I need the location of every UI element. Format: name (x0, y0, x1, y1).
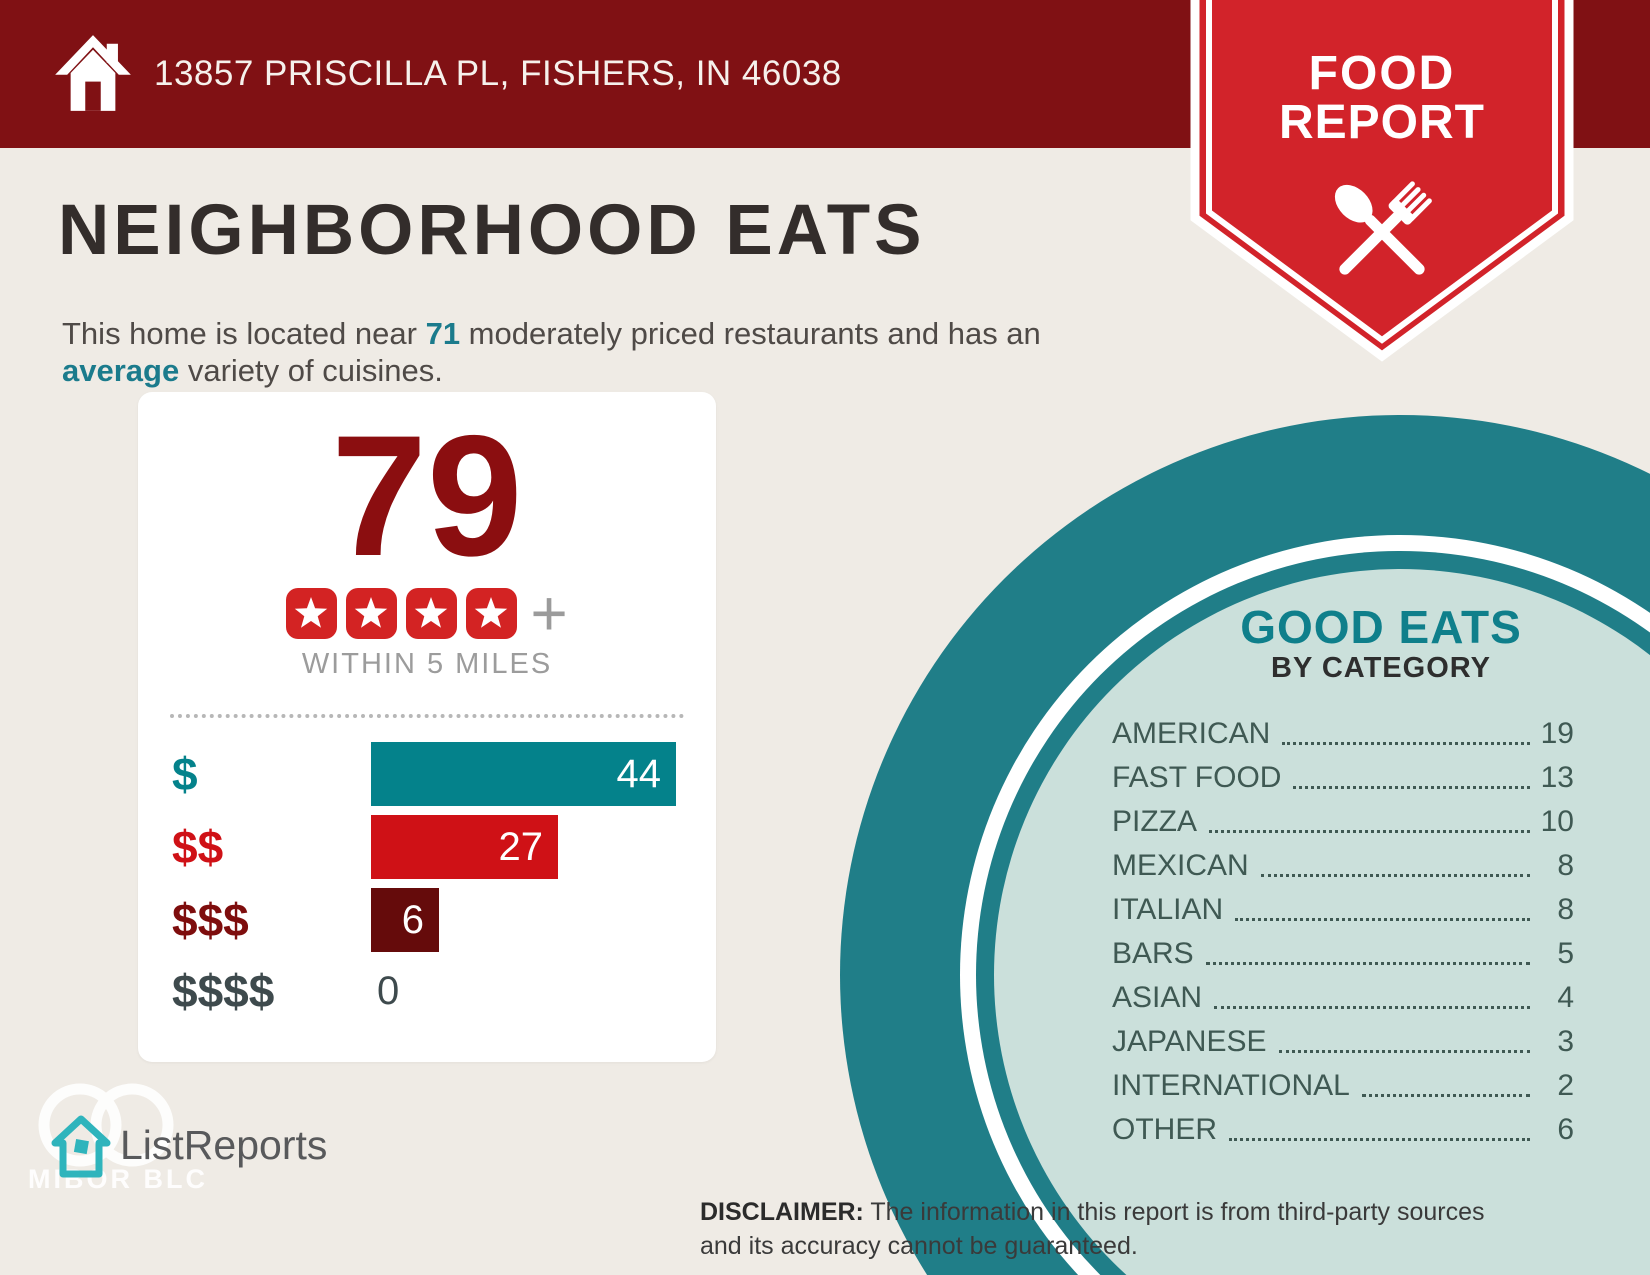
dotted-leader (1205, 961, 1530, 965)
star-rating (286, 588, 518, 639)
dotted-leader (1361, 1093, 1530, 1097)
disclaimer-label: DISCLAIMER: (700, 1198, 864, 1226)
category-label: BARS (1112, 937, 1194, 970)
category-row: JAPANESE 3 (1112, 1020, 1574, 1064)
subtitle-post: variety of cuisines. (179, 353, 443, 388)
category-value: 6 (1557, 1113, 1574, 1146)
category-row: MEXICAN 8 (1112, 844, 1574, 888)
bar-value: 44 (616, 751, 662, 796)
food-report-ribbon: FOOD REPORT (1190, 0, 1574, 362)
restaurant-count: 71 (425, 316, 461, 351)
category-row: AMERICAN 19 (1112, 712, 1574, 756)
radius-label: WITHIN 5 MILES (301, 648, 553, 680)
page-subtitle: This home is located near 71 moderately … (62, 315, 1102, 389)
category-value: 8 (1557, 849, 1574, 882)
listreports-house-icon (51, 1115, 111, 1178)
ribbon-line2: REPORT (1279, 96, 1485, 149)
bar-value: 0 (377, 968, 400, 1013)
category-row: BARS 5 (1112, 932, 1574, 976)
bar-track: 44 (371, 742, 684, 806)
bar-track: 27 (371, 815, 684, 879)
brand-logo-text: ListReports (120, 1122, 328, 1168)
score-card: 79 + WITHIN 5 MILES $ 44 $$ 27 (138, 392, 716, 1062)
dotted-leader (1214, 1005, 1530, 1009)
home-icon (55, 35, 131, 111)
variety-highlight: average (62, 353, 180, 388)
good-eats-subtitle: BY CATEGORY (1271, 652, 1491, 684)
property-address: 13857 PRISCILLA PL, FISHERS, IN 46038 (154, 54, 842, 93)
good-eats-list: AMERICAN 19 FAST FOOD 13 PIZZA 10 MEXICAN 8 … (1112, 712, 1574, 1152)
subtitle-mid: moderately priced restaurants and has an (460, 316, 1041, 351)
price-bar: 6 (371, 888, 439, 952)
subtitle-pre: This home is located near (62, 316, 426, 351)
ribbon-line1: FOOD (1309, 47, 1456, 100)
disclaimer-text: The information in this report is from t… (700, 1198, 1485, 1260)
category-value: 8 (1557, 893, 1574, 926)
restaurant-score: 79 (331, 400, 523, 592)
stars-row: + (138, 577, 716, 649)
dotted-leader (1282, 741, 1530, 745)
category-value: 3 (1557, 1025, 1574, 1058)
category-label: FAST FOOD (1112, 761, 1282, 794)
star-icon (406, 588, 458, 639)
price-label: $$ (172, 821, 224, 873)
category-row: PIZZA 10 (1112, 800, 1574, 844)
dotted-leader (1229, 1137, 1530, 1141)
disclaimer: DISCLAIMER: The information in this repo… (700, 1195, 1512, 1263)
category-label: OTHER (1112, 1113, 1217, 1146)
price-bar: 44 (371, 742, 676, 806)
price-label: $$$ (172, 894, 249, 946)
price-label: $ (172, 748, 198, 800)
category-value: 5 (1557, 937, 1574, 970)
star-icon (346, 588, 398, 639)
spoon-fork-icon (1334, 181, 1432, 275)
watermark-circles-icon (38, 1083, 174, 1167)
dotted-leader (1235, 917, 1530, 921)
category-label: PIZZA (1112, 805, 1198, 838)
dotted-divider (170, 714, 684, 718)
good-eats-title: GOOD EATS (1240, 601, 1522, 653)
price-bar: 27 (371, 815, 558, 879)
category-label: INTERNATIONAL (1112, 1069, 1350, 1102)
category-value: 13 (1540, 761, 1574, 794)
dotted-leader (1260, 873, 1530, 877)
bar-value: 6 (401, 897, 424, 942)
dotted-leader (1278, 1049, 1530, 1053)
category-label: AMERICAN (1112, 717, 1271, 750)
category-label: ITALIAN (1112, 893, 1224, 926)
category-value: 10 (1540, 805, 1574, 838)
bar-track: 6 (371, 888, 684, 952)
price-bar: 0 (371, 961, 684, 1021)
category-row: ITALIAN 8 (1112, 888, 1574, 932)
category-row: INTERNATIONAL 2 (1112, 1064, 1574, 1108)
bar-track: 0 (371, 961, 684, 1021)
plus-sign: + (530, 577, 568, 649)
price-row-3: $$$ 6 (172, 888, 684, 952)
page-title: NEIGHBORHOOD EATS (58, 191, 926, 270)
category-row: ASIAN 4 (1112, 976, 1574, 1020)
star-icon (466, 588, 518, 639)
category-value: 19 (1540, 717, 1574, 750)
price-label: $$$$ (172, 965, 275, 1017)
category-row: FAST FOOD 13 (1112, 756, 1574, 800)
category-value: 4 (1557, 981, 1574, 1014)
category-label: ASIAN (1112, 981, 1203, 1014)
watermark-text: MIBOR BLC (28, 1164, 208, 1194)
price-row-1: $ 44 (172, 742, 684, 806)
category-label: JAPANESE (1112, 1025, 1267, 1058)
price-bar-chart: $ 44 $$ 27 $$$ 6 (172, 742, 684, 1030)
price-row-4: $$$$ 0 (172, 961, 684, 1021)
dotted-leader (1209, 829, 1530, 833)
category-label: MEXICAN (1112, 849, 1249, 882)
price-row-2: $$ 27 (172, 815, 684, 879)
bar-value: 27 (498, 824, 544, 869)
category-value: 2 (1557, 1069, 1574, 1102)
category-row: OTHER 6 (1112, 1108, 1574, 1152)
star-icon (286, 588, 338, 639)
dotted-leader (1293, 785, 1530, 789)
